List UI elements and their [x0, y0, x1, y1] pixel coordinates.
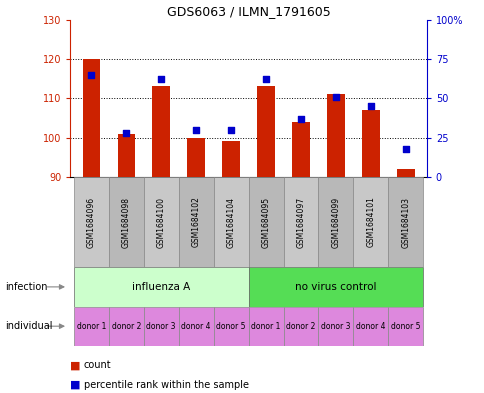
Text: donor 5: donor 5 — [390, 322, 420, 331]
Point — [262, 76, 270, 83]
Point — [157, 76, 165, 83]
Bar — [318, 177, 353, 267]
Bar — [318, 307, 353, 346]
Bar — [143, 177, 178, 267]
Bar — [82, 59, 100, 177]
Text: GSM1684096: GSM1684096 — [87, 196, 96, 248]
Bar — [396, 169, 414, 177]
Text: GSM1684097: GSM1684097 — [296, 196, 305, 248]
Text: donor 2: donor 2 — [111, 322, 141, 331]
Text: donor 1: donor 1 — [251, 322, 280, 331]
Text: influenza A: influenza A — [132, 282, 190, 292]
Bar — [388, 307, 423, 346]
Bar — [152, 86, 169, 177]
Point — [332, 94, 339, 100]
Bar — [74, 267, 248, 307]
Bar — [248, 307, 283, 346]
Text: donor 3: donor 3 — [146, 322, 176, 331]
Text: no virus control: no virus control — [295, 282, 376, 292]
Bar — [248, 177, 283, 267]
Text: GSM1684099: GSM1684099 — [331, 196, 340, 248]
Bar — [248, 267, 423, 307]
Text: ■: ■ — [70, 360, 81, 371]
Text: GSM1684095: GSM1684095 — [261, 196, 270, 248]
Bar — [187, 138, 204, 177]
Bar — [178, 177, 213, 267]
Text: donor 5: donor 5 — [216, 322, 245, 331]
Point — [227, 127, 234, 133]
Text: donor 4: donor 4 — [355, 322, 385, 331]
Bar — [362, 110, 379, 177]
Bar — [213, 307, 248, 346]
Bar — [213, 177, 248, 267]
Text: individual: individual — [5, 321, 52, 331]
Point — [297, 116, 304, 122]
Bar — [283, 177, 318, 267]
Point — [192, 127, 199, 133]
Bar — [117, 134, 135, 177]
Text: percentile rank within the sample: percentile rank within the sample — [84, 380, 248, 390]
Text: donor 2: donor 2 — [286, 322, 315, 331]
Bar — [388, 177, 423, 267]
Bar — [257, 86, 274, 177]
Text: count: count — [84, 360, 111, 371]
Bar — [74, 177, 108, 267]
Point — [122, 130, 130, 136]
Point — [366, 103, 374, 109]
Text: donor 4: donor 4 — [181, 322, 211, 331]
Bar — [108, 177, 143, 267]
Bar — [283, 307, 318, 346]
Bar — [327, 94, 344, 177]
Bar — [74, 307, 108, 346]
Bar — [292, 122, 309, 177]
Text: GSM1684103: GSM1684103 — [400, 196, 409, 248]
Bar — [353, 177, 388, 267]
Point — [87, 72, 95, 78]
Bar — [108, 307, 143, 346]
Text: donor 1: donor 1 — [76, 322, 106, 331]
Point — [401, 145, 409, 152]
Bar — [222, 141, 239, 177]
Bar — [353, 307, 388, 346]
Bar — [143, 307, 178, 346]
Text: ■: ■ — [70, 380, 81, 390]
Text: GSM1684100: GSM1684100 — [156, 196, 166, 248]
Text: infection: infection — [5, 282, 47, 292]
Bar — [178, 307, 213, 346]
Text: GSM1684102: GSM1684102 — [191, 196, 200, 248]
Text: donor 3: donor 3 — [320, 322, 350, 331]
Text: GSM1684104: GSM1684104 — [226, 196, 235, 248]
Text: GSM1684101: GSM1684101 — [365, 196, 375, 248]
Text: GSM1684098: GSM1684098 — [121, 196, 131, 248]
Title: GDS6063 / ILMN_1791605: GDS6063 / ILMN_1791605 — [166, 6, 330, 18]
